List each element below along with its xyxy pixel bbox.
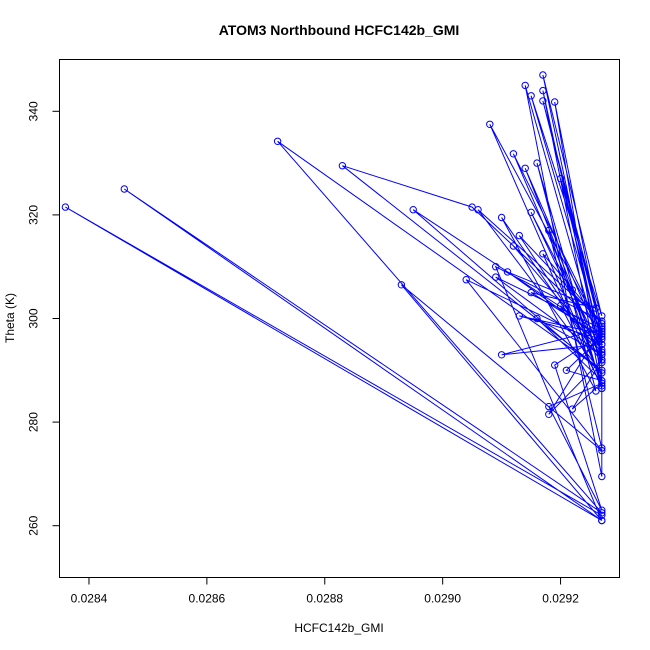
data-point bbox=[545, 410, 553, 418]
data-point bbox=[539, 71, 547, 79]
series-line bbox=[65, 74, 604, 521]
data-point bbox=[562, 366, 571, 374]
data-point bbox=[521, 81, 529, 90]
data-point bbox=[592, 387, 600, 395]
data-point bbox=[598, 506, 606, 514]
y-ticks: 260 280 300 320 340 bbox=[27, 101, 60, 536]
data-point bbox=[598, 358, 606, 367]
data-point bbox=[492, 263, 500, 271]
data-point bbox=[568, 405, 576, 413]
data-point bbox=[515, 312, 523, 320]
data-point bbox=[598, 320, 606, 328]
y-tick-label: 260 bbox=[27, 515, 41, 535]
data-point bbox=[515, 231, 523, 240]
x-tick-label: 0.0292 bbox=[542, 592, 579, 606]
data-point bbox=[598, 351, 606, 359]
data-point bbox=[568, 286, 576, 294]
x-tick-label: 0.0286 bbox=[189, 592, 226, 606]
plot-area bbox=[61, 71, 606, 525]
data-point bbox=[598, 322, 606, 330]
data-point bbox=[492, 273, 500, 281]
x-tick-label: 0.0290 bbox=[424, 592, 461, 606]
x-tick-label: 0.0284 bbox=[71, 592, 108, 606]
data-point bbox=[598, 509, 606, 517]
y-tick-label: 320 bbox=[27, 205, 41, 225]
y-axis: 260 280 300 320 340 bbox=[27, 101, 60, 536]
data-point bbox=[598, 379, 606, 387]
data-point bbox=[539, 250, 547, 258]
data-point bbox=[509, 242, 518, 250]
data-point bbox=[598, 356, 606, 364]
data-point bbox=[598, 511, 606, 519]
data-point bbox=[598, 317, 606, 325]
data-point bbox=[598, 340, 606, 349]
data-point bbox=[598, 446, 606, 455]
data-point bbox=[545, 402, 553, 411]
data-point bbox=[598, 382, 606, 390]
data-point bbox=[598, 327, 606, 336]
data-point bbox=[468, 203, 476, 211]
data-point bbox=[551, 98, 559, 106]
data-point bbox=[598, 516, 606, 525]
data-point bbox=[598, 384, 606, 393]
data-point bbox=[497, 213, 506, 222]
data-point bbox=[539, 86, 547, 95]
data-point bbox=[521, 164, 529, 173]
data-point bbox=[598, 345, 606, 354]
y-tick-label: 340 bbox=[27, 101, 41, 121]
data-point bbox=[598, 366, 606, 374]
data-point bbox=[598, 330, 606, 338]
y-axis-label: Theta (K) bbox=[3, 293, 17, 343]
chart-title: ATOM3 Northbound HCFC142b_GMI bbox=[219, 22, 460, 38]
y-tick-label: 300 bbox=[27, 308, 41, 328]
data-point bbox=[273, 137, 282, 146]
data-point bbox=[533, 159, 541, 167]
data-point bbox=[509, 150, 518, 158]
data-point bbox=[527, 208, 535, 217]
data-point bbox=[598, 444, 606, 452]
x-axis-label: HCFC142b_GMI bbox=[294, 621, 383, 635]
data-point bbox=[598, 335, 606, 343]
data-point bbox=[474, 206, 482, 214]
data-point bbox=[598, 348, 606, 356]
data-point bbox=[556, 301, 565, 310]
data-point bbox=[409, 206, 417, 214]
data-point bbox=[598, 472, 606, 481]
data-point bbox=[497, 351, 506, 359]
x-axis: 0.0284 0.0286 0.0288 0.0290 0.0292 bbox=[71, 577, 579, 606]
data-point bbox=[486, 120, 494, 129]
data-point bbox=[397, 281, 406, 289]
data-point bbox=[527, 92, 535, 100]
data-point bbox=[503, 268, 512, 276]
data-point bbox=[120, 185, 129, 193]
x-tick-label: 0.0288 bbox=[306, 592, 343, 606]
data-point bbox=[61, 203, 70, 211]
data-point bbox=[533, 314, 541, 323]
data-point bbox=[527, 288, 535, 297]
data-point bbox=[539, 97, 547, 105]
data-point bbox=[598, 377, 606, 385]
data-point bbox=[545, 226, 553, 235]
data-point bbox=[592, 304, 600, 312]
x-ticks: 0.0284 0.0286 0.0288 0.0290 0.0292 bbox=[71, 577, 579, 606]
data-point bbox=[598, 325, 606, 333]
y-tick-label: 280 bbox=[27, 412, 41, 432]
data-point bbox=[462, 276, 470, 284]
data-point bbox=[598, 369, 606, 377]
data-point bbox=[551, 361, 559, 369]
data-point bbox=[556, 174, 565, 183]
data-points bbox=[61, 71, 606, 525]
data-point bbox=[338, 162, 347, 170]
data-point bbox=[598, 312, 606, 320]
data-point bbox=[598, 332, 606, 341]
